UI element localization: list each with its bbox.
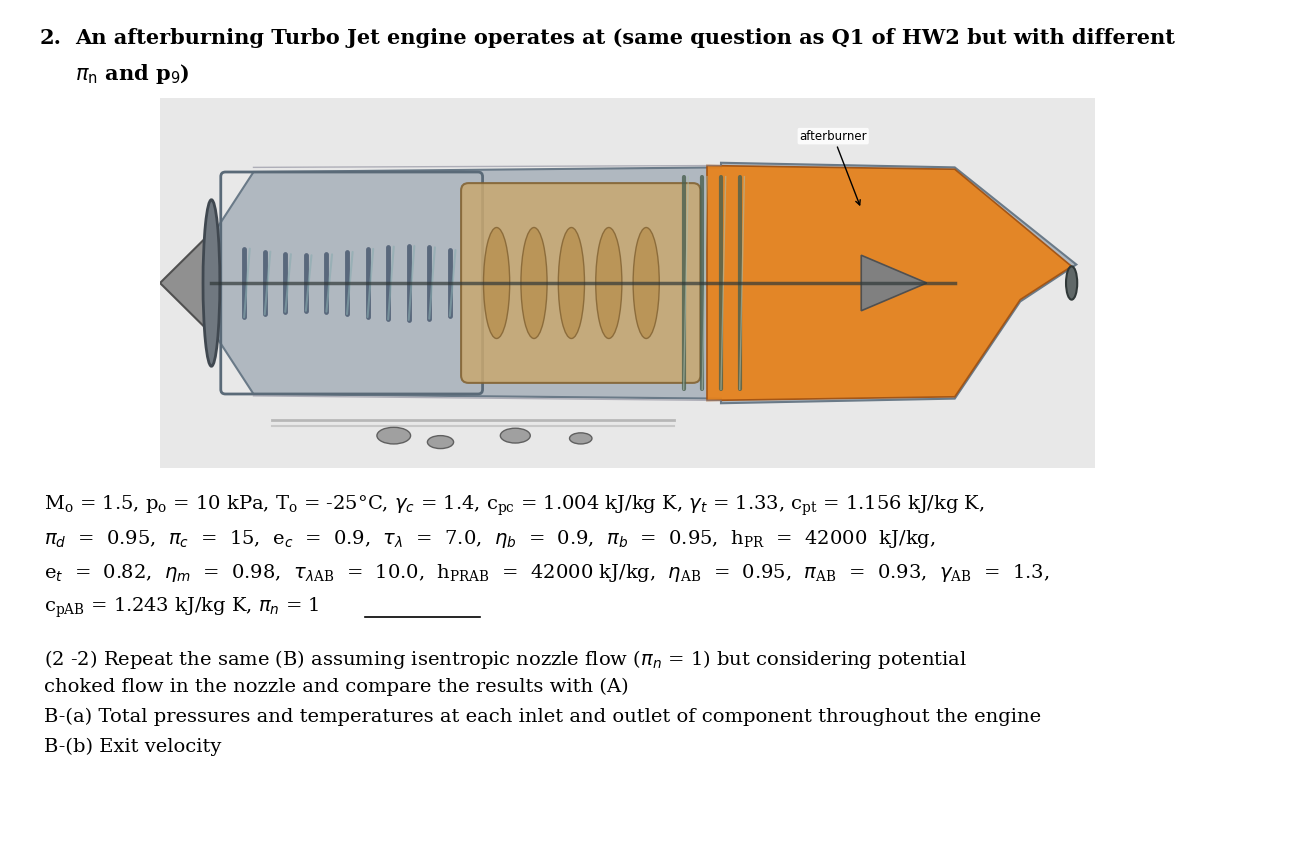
Ellipse shape (428, 435, 454, 448)
Text: $\pi_d$  =  0.95,  $\pi_c$  =  15,  e$_c$  =  0.9,  $\tau_\lambda$  =  7.0,  $\e: $\pi_d$ = 0.95, $\pi_c$ = 15, e$_c$ = 0.… (43, 528, 936, 550)
Text: B-(a) Total pressures and temperatures at each inlet and outlet of component thr: B-(a) Total pressures and temperatures a… (43, 708, 1041, 726)
Ellipse shape (500, 429, 530, 443)
Ellipse shape (633, 227, 659, 338)
Ellipse shape (521, 227, 547, 338)
Polygon shape (861, 256, 926, 311)
Text: e$_t$  =  0.82,  $\eta_m$  =  0.98,  $\tau_{\lambda\mathregular{AB}}$  =  10.0, : e$_t$ = 0.82, $\eta_m$ = 0.98, $\tau_{\l… (43, 562, 1050, 584)
Ellipse shape (376, 428, 411, 444)
Ellipse shape (1066, 267, 1078, 300)
FancyBboxPatch shape (161, 98, 1095, 468)
Text: M$_\mathregular{o}$ = 1.5, p$_\mathregular{o}$ = 10 kPa, T$_\mathregular{o}$ = -: M$_\mathregular{o}$ = 1.5, p$_\mathregul… (43, 494, 984, 519)
Ellipse shape (203, 199, 220, 366)
Ellipse shape (558, 227, 584, 338)
Text: B-(b) Exit velocity: B-(b) Exit velocity (43, 738, 221, 757)
Ellipse shape (596, 227, 622, 338)
Ellipse shape (483, 227, 509, 338)
Text: choked flow in the nozzle and compare the results with (A): choked flow in the nozzle and compare th… (43, 678, 629, 696)
Polygon shape (161, 232, 212, 334)
Text: afterburner: afterburner (799, 130, 867, 205)
Text: c$_\mathregular{pAB}$ = 1.243 kJ/kg K, $\pi_n$ = 1: c$_\mathregular{pAB}$ = 1.243 kJ/kg K, $… (43, 596, 320, 620)
Polygon shape (707, 165, 1071, 400)
Text: 2.: 2. (39, 28, 62, 48)
Ellipse shape (570, 433, 592, 444)
Polygon shape (212, 163, 1076, 403)
Text: An afterburning Turbo Jet engine operates at (same question as Q1 of HW2 but wit: An afterburning Turbo Jet engine operate… (75, 28, 1175, 48)
Text: $\pi_\mathrm{n}$ and p$_9$): $\pi_\mathrm{n}$ and p$_9$) (75, 62, 190, 86)
Text: (2 -2) Repeat the same (B) assuming isentropic nozzle flow ($\pi_n$ = 1) but con: (2 -2) Repeat the same (B) assuming isen… (43, 648, 967, 671)
FancyBboxPatch shape (461, 183, 700, 383)
